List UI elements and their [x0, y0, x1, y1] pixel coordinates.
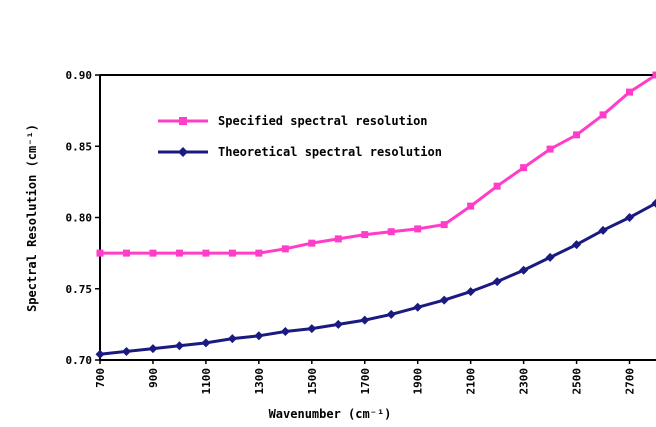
legend: Specified spectral resolution Theoretical… — [158, 114, 442, 159]
legend-label: Specified spectral resolution — [218, 114, 428, 128]
y-tick-label: 0.80 — [66, 212, 93, 225]
y-axis-title: Spectral Resolution (cm⁻¹) — [25, 124, 39, 312]
data-point — [387, 228, 395, 236]
data-point — [414, 225, 422, 233]
data-point — [466, 287, 476, 297]
data-point — [228, 249, 236, 257]
data-point — [175, 249, 183, 257]
data-point — [122, 249, 130, 257]
x-tick-label: 1500 — [306, 368, 319, 395]
x-tick-label: 700 — [94, 368, 107, 388]
legend-label: Theoretical spectral resolution — [218, 145, 442, 159]
data-point — [96, 249, 104, 257]
data-point — [333, 319, 343, 329]
data-point — [598, 225, 608, 235]
data-point — [439, 295, 449, 305]
data-point — [545, 252, 555, 262]
x-tick-label: 900 — [147, 368, 160, 388]
data-point — [202, 249, 210, 257]
x-tick-label: 1100 — [200, 368, 213, 395]
data-point — [95, 349, 105, 359]
data-point — [440, 221, 448, 229]
data-point — [148, 344, 158, 354]
x-tick-label: 1900 — [412, 368, 425, 395]
data-point — [227, 334, 237, 344]
x-tick-label: 2700 — [624, 368, 637, 395]
data-point — [519, 265, 529, 275]
x-tick-label: 2500 — [571, 368, 584, 395]
data-point — [386, 309, 396, 319]
data-point — [254, 331, 264, 341]
data-point — [334, 235, 342, 243]
data-point — [307, 324, 317, 334]
data-point — [201, 338, 211, 348]
data-point — [626, 88, 634, 96]
data-point — [651, 198, 656, 208]
data-point — [280, 327, 290, 336]
x-tick-label: 1700 — [359, 368, 372, 395]
data-point — [652, 71, 656, 79]
data-point — [467, 202, 475, 210]
series-layer — [95, 71, 656, 359]
data-point — [599, 111, 607, 119]
x-axis-title: Wavenumber (cm⁻¹) — [269, 407, 392, 421]
data-point — [413, 302, 423, 312]
series-line-2 — [99, 201, 656, 356]
legend-marker — [178, 147, 188, 157]
data-point — [308, 239, 316, 247]
data-point — [493, 182, 501, 190]
data-point — [572, 240, 582, 250]
data-point — [492, 277, 502, 287]
data-point — [174, 341, 184, 351]
data-point — [121, 346, 131, 356]
data-point — [255, 249, 263, 257]
y-tick-label: 0.70 — [66, 354, 93, 367]
data-point — [520, 164, 528, 172]
series-line-1 — [100, 73, 656, 255]
x-tick-label: 1300 — [253, 368, 266, 395]
data-point — [149, 249, 157, 257]
y-tick-label: 0.75 — [66, 283, 93, 296]
data-point — [546, 145, 554, 153]
axes: 0.70 0.75 0.80 0.85 0.90 700 900 1100 1300 1500 17… — [66, 69, 656, 395]
data-point — [360, 315, 370, 325]
data-point — [281, 245, 289, 253]
y-tick-label: 0.90 — [66, 69, 93, 82]
data-point — [573, 131, 581, 139]
x-tick-label: 2100 — [465, 368, 478, 395]
legend-marker — [179, 117, 187, 125]
x-tick-label: 2300 — [518, 368, 531, 395]
y-tick-label: 0.85 — [66, 140, 93, 153]
data-point — [361, 231, 369, 239]
data-point — [625, 213, 635, 222]
